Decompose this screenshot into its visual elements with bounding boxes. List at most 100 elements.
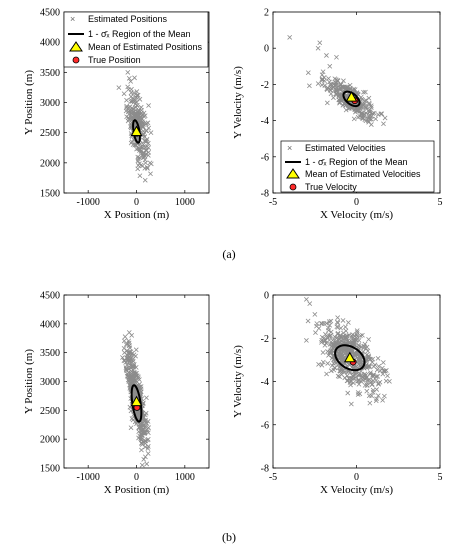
- y-tick-label: 3000: [40, 98, 60, 109]
- scatter-point: [366, 119, 372, 125]
- scatter-point: [338, 325, 344, 331]
- scatter-point: [324, 371, 329, 377]
- legend-velocity: × Estimated Velocities 1 - σ̄ₓ Region of…: [280, 140, 435, 193]
- scatter-point: [135, 158, 141, 164]
- y-tick-label: 3000: [40, 377, 60, 388]
- scatter-point: [369, 359, 375, 365]
- scatter-point: [344, 84, 350, 90]
- scatter-point: [139, 428, 144, 434]
- scatter-point: [129, 139, 135, 145]
- scatter-point: [375, 373, 381, 379]
- scatter-point: [334, 319, 340, 325]
- scatter-point: [305, 70, 311, 76]
- scatter-point: [371, 110, 377, 116]
- scatter-point: [121, 345, 127, 351]
- legend-position: × Estimated Positions 1 - σ̄ₓ Region of …: [63, 11, 209, 68]
- scatter-point: [131, 369, 137, 375]
- scatter-point: [348, 382, 353, 388]
- scatter-point: [135, 154, 141, 160]
- scatter-point: [355, 390, 361, 395]
- y-tick-label: 4500: [40, 8, 60, 19]
- legend-position-item-3: Mean of Estimated Positions: [88, 42, 203, 52]
- x-tick-label: -5: [269, 197, 277, 208]
- scatter-point: [139, 447, 144, 453]
- scatter-point: [376, 381, 381, 387]
- legend-velocity-item-2: 1 - σ̄ₓ Region of the Mean: [305, 157, 408, 167]
- y-tick-label: -4: [261, 116, 269, 127]
- legend-velocity-item-1: Estimated Velocities: [305, 143, 386, 153]
- scatter-point: [130, 356, 136, 362]
- y-tick-label: 2500: [40, 406, 60, 417]
- scatter-point: [327, 349, 333, 355]
- scatter-point: [287, 34, 293, 40]
- scatter-point: [387, 378, 392, 384]
- x-axis-label: X Position (m): [104, 484, 170, 496]
- legend-marker-cross: ×: [70, 14, 75, 24]
- y-tick-label: 3500: [40, 68, 60, 79]
- scatter-point: [329, 363, 335, 368]
- scatter-point: [143, 128, 149, 134]
- scatter-point: [367, 112, 373, 118]
- scatter-point: [364, 106, 370, 112]
- scatter-point: [142, 438, 148, 444]
- x-tick-label: 0: [354, 197, 359, 208]
- y-tick-label: 2500: [40, 128, 60, 139]
- scatter-point: [376, 380, 381, 386]
- scatter-point: [132, 142, 138, 148]
- scatter-point: [138, 437, 144, 443]
- legend-velocity-box: [280, 140, 435, 193]
- scatter-point: [366, 100, 372, 106]
- y-tick-label: 0: [264, 291, 269, 302]
- scatter-point: [304, 338, 309, 343]
- y-axis-label: Y Velocity (m/s): [232, 345, 244, 418]
- scatter-point: [143, 139, 149, 145]
- x-tick-label: -5: [269, 472, 277, 483]
- chart-b-velocity: -5 0 5-8-6-4-20X Velocity (m/s)Y Velocity …: [232, 291, 443, 497]
- scatter-point: [376, 363, 382, 369]
- y-axis-label: Y Position (m): [23, 70, 35, 135]
- y-tick-label: -2: [261, 334, 269, 345]
- scatter-point: [327, 79, 332, 85]
- scatter-point: [315, 45, 321, 51]
- scatter-point: [145, 419, 151, 424]
- scatter-point: [317, 40, 323, 46]
- scatter-point: [329, 85, 335, 91]
- y-tick-label: -6: [261, 152, 269, 163]
- scatter-point: [356, 381, 362, 387]
- scatter-point: [338, 82, 344, 87]
- scatter-point: [326, 319, 332, 324]
- scatter-point: [134, 89, 140, 94]
- scatter-point: [145, 120, 151, 126]
- scatter-point: [326, 76, 331, 81]
- scatter-point: [124, 362, 130, 368]
- scatter-point: [125, 373, 131, 379]
- scatter-point: [312, 312, 318, 317]
- scatter-point: [144, 461, 150, 467]
- x-axis-label: X Velocity (m/s): [320, 484, 393, 496]
- scatter-point: [365, 355, 371, 361]
- y-tick-label: 2000: [40, 435, 60, 446]
- scatter-point: [126, 75, 132, 81]
- scatter-point: [367, 371, 373, 377]
- scatter-point: [368, 103, 374, 109]
- scatter-point: [335, 315, 341, 321]
- scatter-point: [353, 364, 359, 369]
- scatter-point: [323, 331, 328, 337]
- scatter-point: [381, 368, 387, 374]
- scatter-point: [133, 347, 139, 353]
- legend-marker-cross: ×: [287, 143, 292, 153]
- scatter-point: [335, 373, 341, 379]
- scatter-point: [381, 121, 386, 127]
- scatter-point: [315, 81, 321, 86]
- scatter-point: [340, 318, 346, 323]
- sigma-region-ellipse: [334, 344, 366, 372]
- scatter-point: [128, 381, 133, 387]
- scatter-point: [348, 378, 353, 384]
- scatter-point: [141, 456, 147, 462]
- scatter-point: [123, 342, 129, 347]
- scatter-point: [359, 96, 365, 102]
- scatter-point: [339, 371, 344, 377]
- y-axis-label: Y Velocity (m/s): [232, 66, 244, 139]
- scatter-point: [121, 91, 127, 97]
